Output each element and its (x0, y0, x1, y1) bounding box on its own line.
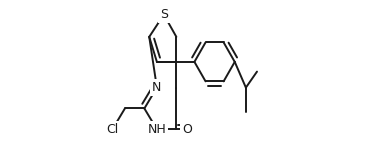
Text: O: O (183, 123, 192, 136)
Text: Cl: Cl (106, 123, 118, 136)
Text: S: S (160, 8, 168, 21)
Text: N: N (152, 81, 162, 94)
Text: NH: NH (148, 123, 166, 136)
